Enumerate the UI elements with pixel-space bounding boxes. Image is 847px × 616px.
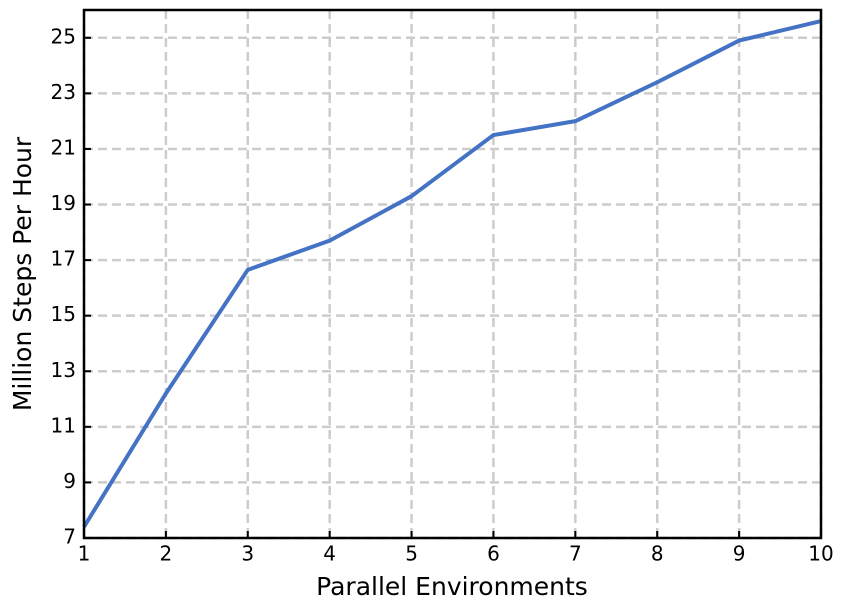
y-tick-label: 9 bbox=[63, 469, 76, 493]
x-tick-label: 2 bbox=[160, 542, 173, 566]
plot-frame bbox=[82, 8, 823, 540]
y-tick-label: 19 bbox=[51, 191, 76, 215]
x-tick-label: 3 bbox=[241, 542, 254, 566]
x-tick-label: 5 bbox=[405, 542, 418, 566]
y-tick-label: 7 bbox=[63, 525, 76, 549]
y-tick-label: 23 bbox=[51, 80, 76, 104]
y-tick-label: 21 bbox=[51, 135, 76, 159]
x-tick-label: 1 bbox=[78, 542, 91, 566]
y-tick-label: 11 bbox=[51, 413, 76, 437]
x-tick-label: 6 bbox=[487, 542, 500, 566]
x-tick-label: 9 bbox=[733, 542, 746, 566]
line bbox=[82, 19, 822, 528]
x-tick-label: 8 bbox=[651, 542, 664, 566]
x-tick-label: 7 bbox=[569, 542, 582, 566]
x-tick-label: 10 bbox=[808, 542, 833, 566]
y-tick-label: 15 bbox=[51, 302, 76, 326]
y-tick-label: 17 bbox=[51, 247, 76, 271]
y-tick-label: 25 bbox=[51, 24, 76, 48]
x-tick-label: 4 bbox=[323, 542, 336, 566]
x-axis-label: Parallel Environments bbox=[316, 572, 588, 601]
y-tick-label: 13 bbox=[51, 358, 76, 382]
y-axis-label: Million Steps Per Hour bbox=[8, 136, 37, 411]
